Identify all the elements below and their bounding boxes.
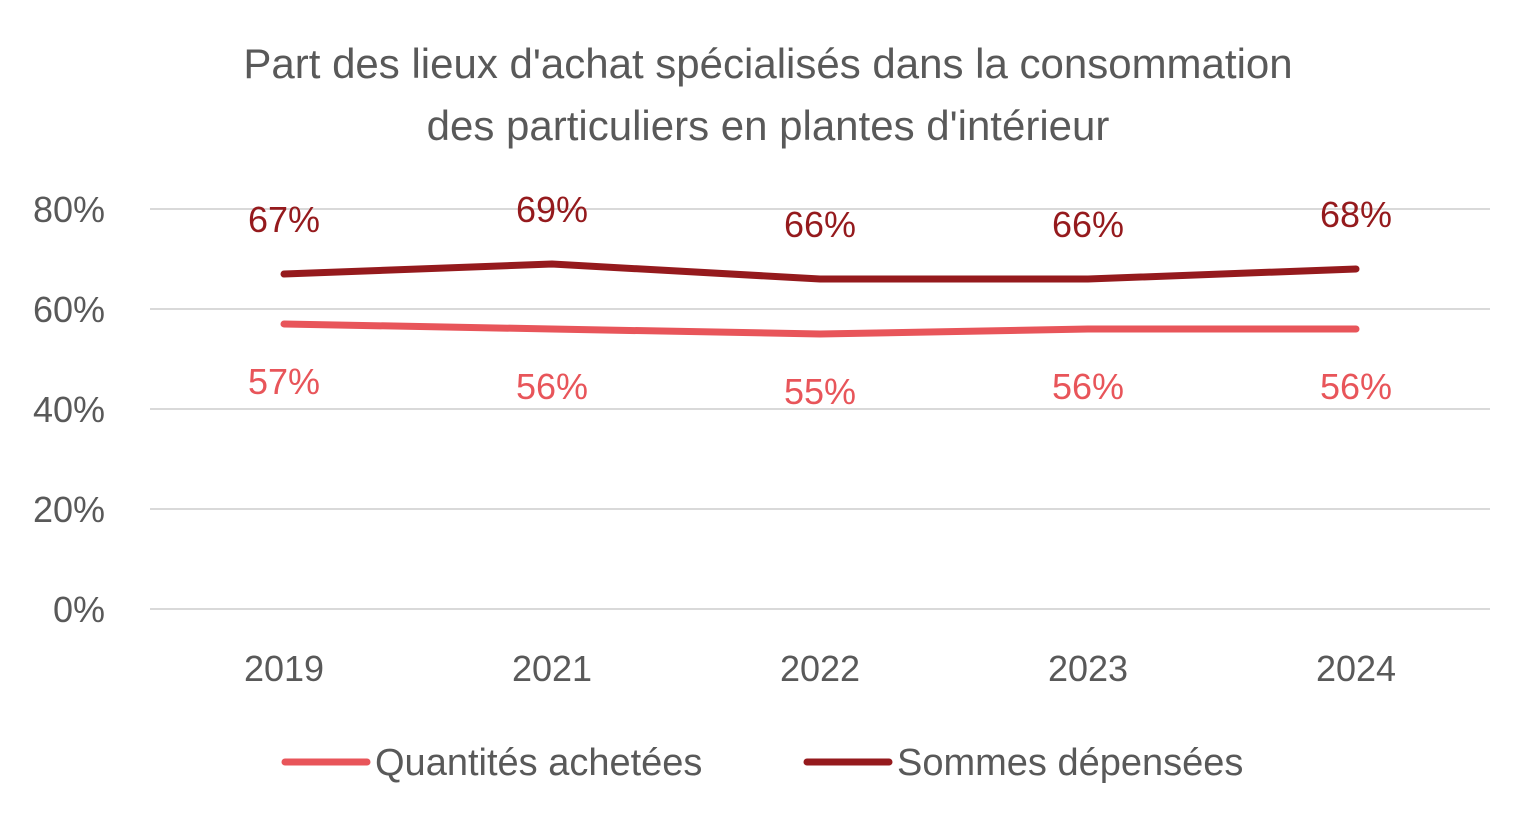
legend-label: Quantités achetées [375,742,702,784]
data-label: 67% [248,199,320,240]
x-tick-label: 2023 [1048,648,1128,689]
data-label: 57% [248,361,320,402]
series-line-1 [280,320,1360,338]
legend-label: Sommes dépensées [897,742,1243,784]
y-tick-label: 60% [33,289,105,330]
data-label: 66% [1052,204,1124,245]
x-tick-label: 2019 [244,648,324,689]
data-label: 56% [516,366,588,407]
series-line-2 [280,260,1360,283]
chart-title-line-1: Part des lieux d'achat spécialisés dans … [243,40,1292,87]
y-tick-label: 80% [33,189,105,230]
y-tick-label: 40% [33,389,105,430]
x-tick-label: 2022 [780,648,860,689]
data-label: 56% [1320,366,1392,407]
data-label: 66% [784,204,856,245]
chart-title-line-2: des particuliers en plantes d'intérieur [427,102,1110,149]
data-label: 55% [784,371,856,412]
data-label: 69% [516,189,588,230]
y-tick-label: 20% [33,489,105,530]
x-tick-label: 2021 [512,648,592,689]
y-tick-label: 0% [53,589,105,630]
x-tick-label: 2024 [1316,648,1396,689]
data-label: 68% [1320,194,1392,235]
data-label: 56% [1052,366,1124,407]
